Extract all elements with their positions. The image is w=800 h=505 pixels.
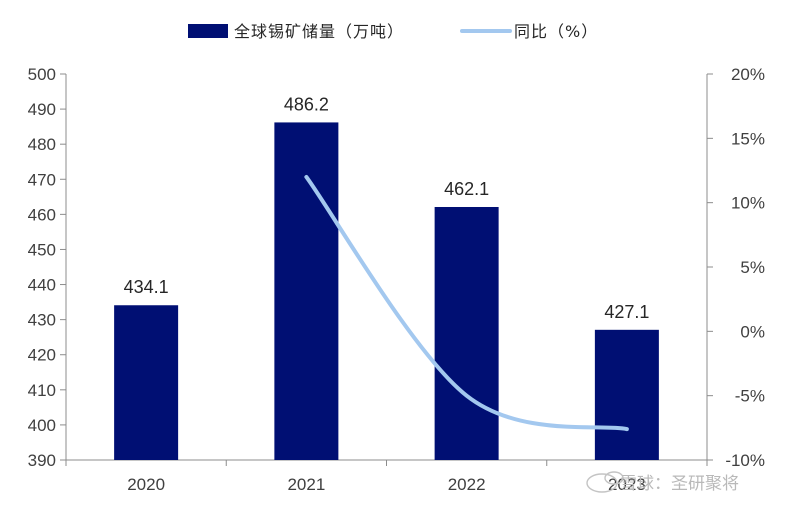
bar-data-labels: 434.1 486.2 462.1 427.1 bbox=[124, 94, 650, 321]
left-tick-label: 460 bbox=[28, 205, 56, 224]
watermark-text: 雪球：圣研聚将 bbox=[620, 474, 739, 494]
x-axis: 2020 2021 2022 2023 bbox=[65, 459, 708, 494]
bar-data-label: 434.1 bbox=[124, 277, 169, 297]
bar-data-label: 486.2 bbox=[284, 94, 329, 114]
left-tick-label: 400 bbox=[28, 416, 56, 435]
left-axis: 390 400 410 420 430 440 450 460 470 480 490 500 bbox=[28, 65, 67, 470]
legend: 全球锡矿储量（万吨） 同比（%） bbox=[188, 22, 598, 41]
left-tick-label: 490 bbox=[28, 100, 56, 119]
line-series bbox=[304, 174, 629, 432]
bar-data-label: 427.1 bbox=[604, 302, 649, 322]
x-tick-label: 2020 bbox=[127, 475, 165, 494]
bar-data-label: 462.1 bbox=[444, 179, 489, 199]
right-tick-label: -5% bbox=[735, 387, 765, 406]
right-tick-label: -10% bbox=[725, 451, 765, 470]
right-tick-label: 10% bbox=[731, 194, 765, 213]
right-tick-label: 20% bbox=[731, 65, 765, 84]
x-tick-label: 2021 bbox=[287, 475, 325, 494]
left-tick-label: 430 bbox=[28, 311, 56, 330]
bar-2023 bbox=[594, 329, 659, 460]
right-tick-label: 0% bbox=[740, 322, 765, 341]
left-tick-label: 470 bbox=[28, 170, 56, 189]
bar-2021 bbox=[274, 122, 339, 461]
watermark-logo-icon bbox=[586, 471, 624, 493]
left-tick-label: 410 bbox=[28, 381, 56, 400]
left-tick-label: 480 bbox=[28, 135, 56, 154]
bar-2020 bbox=[114, 305, 179, 460]
yoy-line bbox=[304, 174, 629, 432]
left-tick-label: 390 bbox=[28, 451, 56, 470]
bar-series bbox=[114, 122, 659, 461]
x-tick-label: 2022 bbox=[448, 475, 486, 494]
legend-line-label: 同比（%） bbox=[514, 22, 598, 41]
left-tick-label: 450 bbox=[28, 240, 56, 259]
x-tick-label: 2023 bbox=[608, 475, 646, 494]
bar-2022 bbox=[434, 206, 499, 460]
right-tick-label: 5% bbox=[740, 258, 765, 277]
legend-bar-swatch bbox=[188, 24, 228, 38]
legend-bar-label: 全球锡矿储量（万吨） bbox=[234, 22, 404, 41]
left-tick-label: 500 bbox=[28, 65, 56, 84]
watermark: 雪球：圣研聚将 bbox=[586, 471, 739, 494]
right-axis: -10% -5% 0% 5% 10% 15% 20% bbox=[706, 65, 765, 470]
right-tick-label: 15% bbox=[731, 129, 765, 148]
left-tick-label: 420 bbox=[28, 346, 56, 365]
left-tick-label: 440 bbox=[28, 276, 56, 295]
